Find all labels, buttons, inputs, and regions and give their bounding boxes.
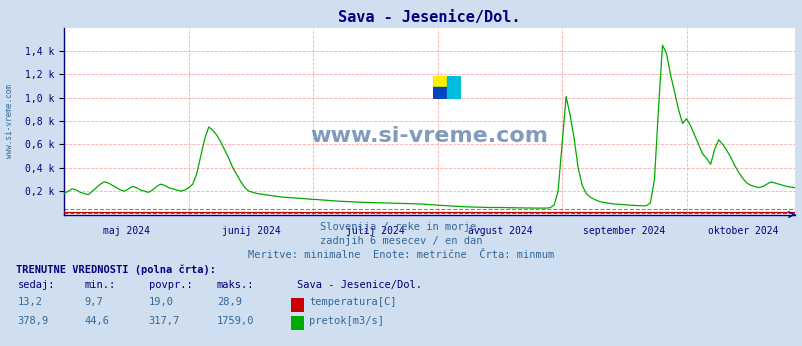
Text: Sava - Jesenice/Dol.: Sava - Jesenice/Dol. <box>297 280 422 290</box>
Text: 1759,0: 1759,0 <box>217 316 254 326</box>
Bar <box>447 76 460 88</box>
Text: junij 2024: junij 2024 <box>221 226 280 236</box>
Text: 317,7: 317,7 <box>148 316 180 326</box>
Text: zadnjih 6 mesecev / en dan: zadnjih 6 mesecev / en dan <box>320 236 482 246</box>
Text: sedaj:: sedaj: <box>18 280 55 290</box>
Text: TRENUTNE VREDNOSTI (polna črta):: TRENUTNE VREDNOSTI (polna črta): <box>16 265 216 275</box>
Text: Meritve: minimalne  Enote: metrične  Črta: minmum: Meritve: minimalne Enote: metrične Črta:… <box>248 250 554 260</box>
Text: maks.:: maks.: <box>217 280 254 290</box>
Text: september 2024: september 2024 <box>582 226 665 236</box>
Text: www.si-vreme.com: www.si-vreme.com <box>310 126 548 146</box>
Bar <box>433 76 447 88</box>
Bar <box>447 88 460 99</box>
Text: 19,0: 19,0 <box>148 297 173 307</box>
Text: 28,9: 28,9 <box>217 297 241 307</box>
Bar <box>433 88 447 99</box>
Text: povpr.:: povpr.: <box>148 280 192 290</box>
Text: temperatura[C]: temperatura[C] <box>309 297 396 307</box>
Text: maj 2024: maj 2024 <box>103 226 150 236</box>
Text: 378,9: 378,9 <box>18 316 49 326</box>
Text: www.si-vreme.com: www.si-vreme.com <box>5 84 14 158</box>
Text: avgust 2024: avgust 2024 <box>467 226 532 236</box>
Text: Slovenija / reke in morje.: Slovenija / reke in morje. <box>320 222 482 232</box>
Text: min.:: min.: <box>84 280 115 290</box>
Text: oktober 2024: oktober 2024 <box>707 226 777 236</box>
Text: 44,6: 44,6 <box>84 316 109 326</box>
Text: pretok[m3/s]: pretok[m3/s] <box>309 316 383 326</box>
Text: 9,7: 9,7 <box>84 297 103 307</box>
Text: 13,2: 13,2 <box>18 297 43 307</box>
Title: Sava - Jesenice/Dol.: Sava - Jesenice/Dol. <box>338 10 520 25</box>
Text: julij 2024: julij 2024 <box>346 226 404 236</box>
